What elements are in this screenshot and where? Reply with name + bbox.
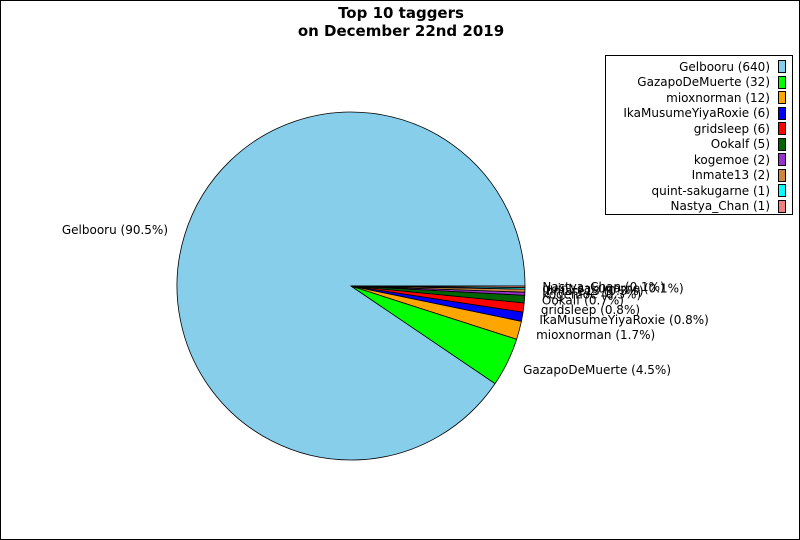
legend-item: mioxnorman (12) <box>606 90 786 106</box>
slice-label: Inmate13 (0.3%) <box>542 284 643 298</box>
chart-title: Top 10 taggers <box>338 4 464 22</box>
legend-label: Ookalf (5) <box>710 137 770 152</box>
legend-swatch <box>778 75 786 89</box>
pie-labels: Gelbooru (90.5%) GazapoDeMuerte (4.5%) mio… <box>62 223 709 377</box>
legend-item: Inmate13 (2) <box>606 168 786 184</box>
legend-swatch <box>778 122 786 136</box>
legend-label: gridsleep (6) <box>693 121 770 136</box>
pie-slice-nastya-chan <box>350 285 526 288</box>
legend-swatch <box>778 60 786 74</box>
slice-label: gridsleep (0.8%) <box>541 303 640 317</box>
legend-label: Nastya_Chan (1) <box>670 199 771 214</box>
legend-item: quint-sakugarne (1) <box>606 183 786 199</box>
slice-label: Gelbooru (90.5%) <box>62 223 168 237</box>
legend-swatch <box>778 137 786 151</box>
slice-label: kogemoe (0.3%) <box>542 288 641 302</box>
legend-swatch <box>778 153 786 167</box>
slice-label: GazapoDeMuerte (4.5%) <box>523 363 671 377</box>
legend-label: GazapoDeMuerte (32) <box>637 75 770 90</box>
chart-subtitle: on December 22nd 2019 <box>298 22 504 40</box>
slice-label: mioxnorman (1.7%) <box>536 328 655 342</box>
legend-item: IkaMusumeYiyaRoxie (6) <box>606 106 786 122</box>
slice-label: IkaMusumeYiyaRoxie (0.8%) <box>539 313 708 327</box>
legend-label: kogemoe (2) <box>693 152 770 167</box>
legend-swatch <box>778 106 786 120</box>
legend: Gelbooru (640) GazapoDeMuerte (32) mioxnor… <box>605 55 793 215</box>
slice-label: Ookalf (0.7%) <box>542 293 624 307</box>
legend-item: gridsleep (6) <box>606 121 786 137</box>
slice-label: Nastya_Chan (0.1%) <box>542 280 664 294</box>
legend-label: Gelbooru (640) <box>679 59 770 74</box>
legend-swatch <box>778 199 786 213</box>
legend-item: GazapoDeMuerte (32) <box>606 75 786 91</box>
legend-label: mioxnorman (12) <box>666 90 770 105</box>
legend-item: Gelbooru (640) <box>606 59 786 75</box>
pie-slices <box>176 111 526 461</box>
legend-swatch <box>778 184 786 198</box>
legend-swatch <box>778 168 786 182</box>
legend-label: Inmate13 (2) <box>691 168 770 183</box>
legend-label: IkaMusumeYiyaRoxie (6) <box>623 106 770 121</box>
legend-label: quint-sakugarne (1) <box>651 183 770 198</box>
legend-swatch <box>778 91 786 105</box>
legend-item: Ookalf (5) <box>606 137 786 153</box>
legend-item: Nastya_Chan (1) <box>606 199 786 215</box>
slice-label: quint-sakugarne (0.1%) <box>542 282 683 296</box>
legend-item: kogemoe (2) <box>606 152 786 168</box>
